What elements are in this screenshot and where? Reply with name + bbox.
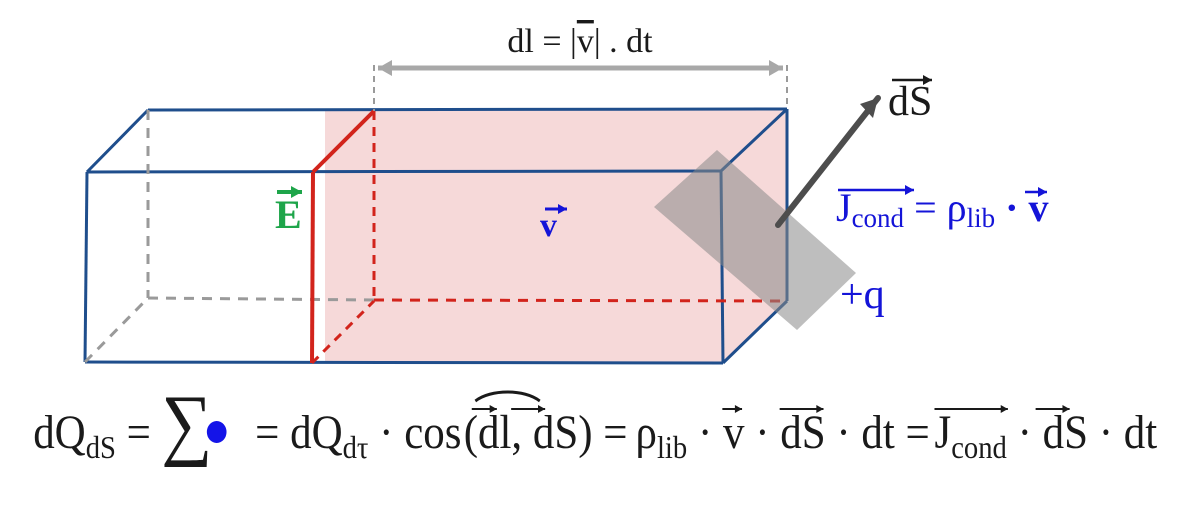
- svg-text:v: v: [540, 207, 557, 244]
- svg-text:∑: ∑: [161, 379, 212, 468]
- svg-text:dS: dS: [888, 79, 932, 125]
- svg-text:+q: +q: [840, 272, 885, 318]
- svg-text:dl = |v| . dt: dl = |v| . dt: [507, 23, 653, 60]
- svg-text:(dl, dS) =: (dl, dS) =: [464, 405, 628, 459]
- svg-text:E: E: [275, 192, 302, 237]
